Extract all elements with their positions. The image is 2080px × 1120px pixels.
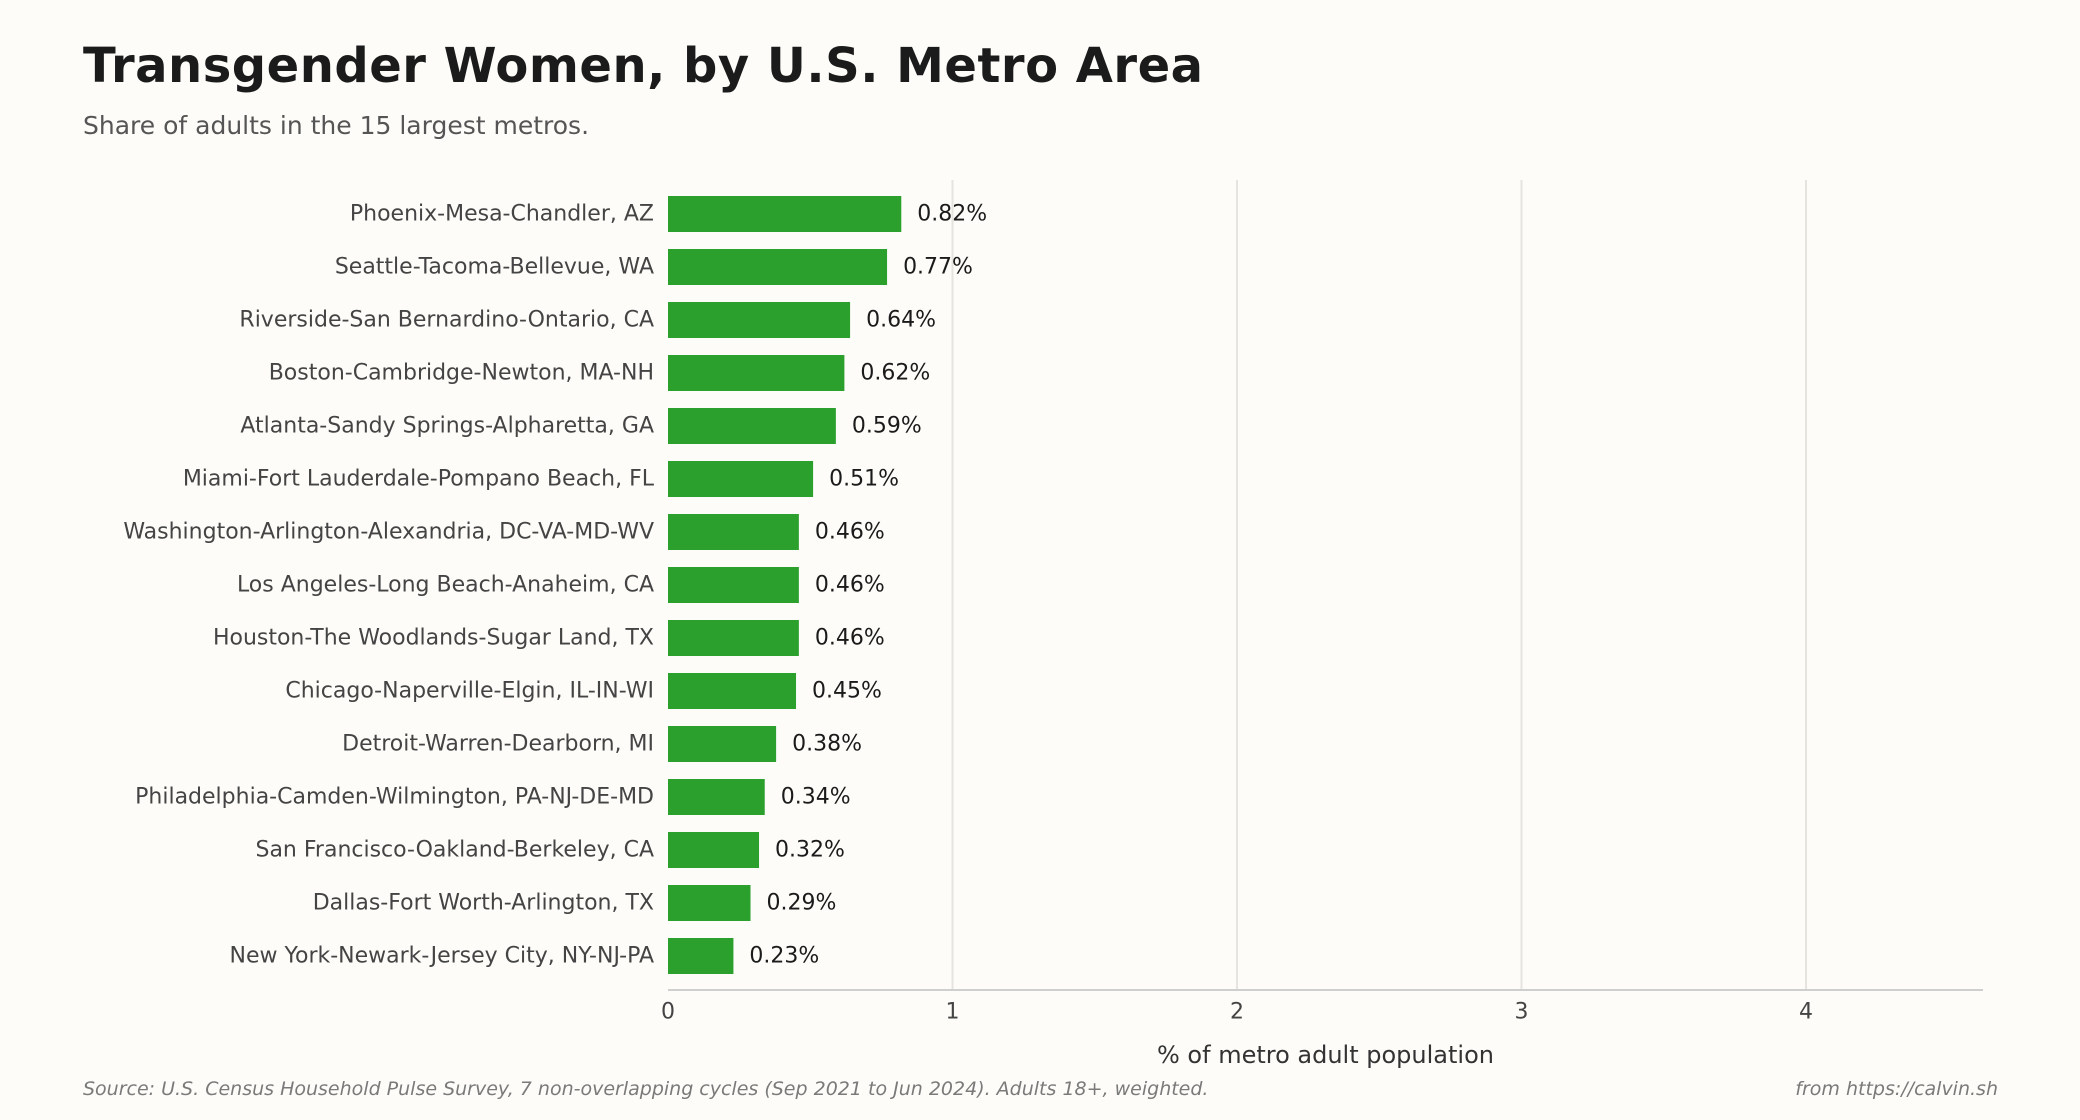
bar xyxy=(668,885,751,921)
category-label: Houston-The Woodlands-Sugar Land, TX xyxy=(213,626,654,651)
value-label: 0.64% xyxy=(866,308,936,333)
value-label: 0.62% xyxy=(860,361,930,386)
value-label: 0.46% xyxy=(815,626,885,651)
category-label: Washington-Arlington-Alexandria, DC-VA-M… xyxy=(123,520,654,545)
x-tick-label: 1 xyxy=(946,1000,960,1025)
category-label: Atlanta-Sandy Springs-Alpharetta, GA xyxy=(240,414,654,439)
category-label: Dallas-Fort Worth-Arlington, TX xyxy=(313,891,654,916)
bar xyxy=(668,673,797,709)
category-label: Phoenix-Mesa-Chandler, AZ xyxy=(350,202,654,227)
category-label: Detroit-Warren-Dearborn, MI xyxy=(342,732,654,757)
category-label: New York-Newark-Jersey City, NY-NJ-PA xyxy=(229,944,654,969)
category-label: Los Angeles-Long Beach-Anaheim, CA xyxy=(237,573,654,598)
chart-subtitle: Share of adults in the 15 largest metros… xyxy=(83,111,590,140)
bar xyxy=(668,567,799,603)
category-label: Riverside-San Bernardino-Ontario, CA xyxy=(239,308,654,333)
value-label: 0.23% xyxy=(749,944,819,969)
value-label: 0.77% xyxy=(903,255,973,280)
category-label: San Francisco-Oakland-Berkeley, CA xyxy=(255,838,654,863)
bar xyxy=(668,355,845,391)
bar xyxy=(668,620,799,656)
x-axis-title: % of metro adult population xyxy=(1157,1041,1494,1069)
source-note: Source: U.S. Census Household Pulse Surv… xyxy=(83,1078,1209,1100)
category-labels: Phoenix-Mesa-Chandler, AZ Seattle-Tacoma-… xyxy=(123,202,654,969)
value-label: 0.34% xyxy=(781,785,851,810)
value-label: 0.82% xyxy=(917,202,987,227)
bar xyxy=(668,938,734,974)
bar xyxy=(668,196,902,232)
bar xyxy=(668,779,765,815)
x-axis: 0 1 2 3 4 % of metro adult population xyxy=(661,989,1983,1069)
x-tick-label: 0 xyxy=(661,1000,675,1025)
value-label: 0.46% xyxy=(815,520,885,545)
value-labels: 0.82% 0.77% 0.64% 0.62% 0.59% 0.51% 0.46% 0.46%… xyxy=(749,202,987,969)
bar xyxy=(668,726,777,762)
category-label: Boston-Cambridge-Newton, MA-NH xyxy=(269,361,654,386)
bar xyxy=(668,408,836,444)
x-tick-label: 4 xyxy=(1799,1000,1813,1025)
bar xyxy=(668,514,799,550)
category-label: Chicago-Naperville-Elgin, IL-IN-WI xyxy=(285,679,654,704)
value-label: 0.51% xyxy=(829,467,899,492)
bar xyxy=(668,302,851,338)
value-label: 0.59% xyxy=(852,414,922,439)
value-label: 0.45% xyxy=(812,679,882,704)
category-label: Philadelphia-Camden-Wilmington, PA-NJ-DE… xyxy=(135,785,654,810)
bar xyxy=(668,461,814,497)
chart-title: Transgender Women, by U.S. Metro Area xyxy=(83,38,1204,94)
credit-link[interactable]: from https://calvin.sh xyxy=(1795,1078,1998,1100)
x-tick-label: 2 xyxy=(1230,1000,1244,1025)
x-tick-label: 3 xyxy=(1515,1000,1529,1025)
grid-lines xyxy=(951,180,1807,990)
value-label: 0.32% xyxy=(775,838,845,863)
value-label: 0.29% xyxy=(767,891,837,916)
category-label: Seattle-Tacoma-Bellevue, WA xyxy=(335,255,654,280)
bar xyxy=(668,832,760,868)
value-label: 0.46% xyxy=(815,573,885,598)
category-label: Miami-Fort Lauderdale-Pompano Beach, FL xyxy=(183,467,655,492)
value-label: 0.38% xyxy=(792,732,862,757)
bar xyxy=(668,249,888,285)
bars xyxy=(668,196,902,974)
